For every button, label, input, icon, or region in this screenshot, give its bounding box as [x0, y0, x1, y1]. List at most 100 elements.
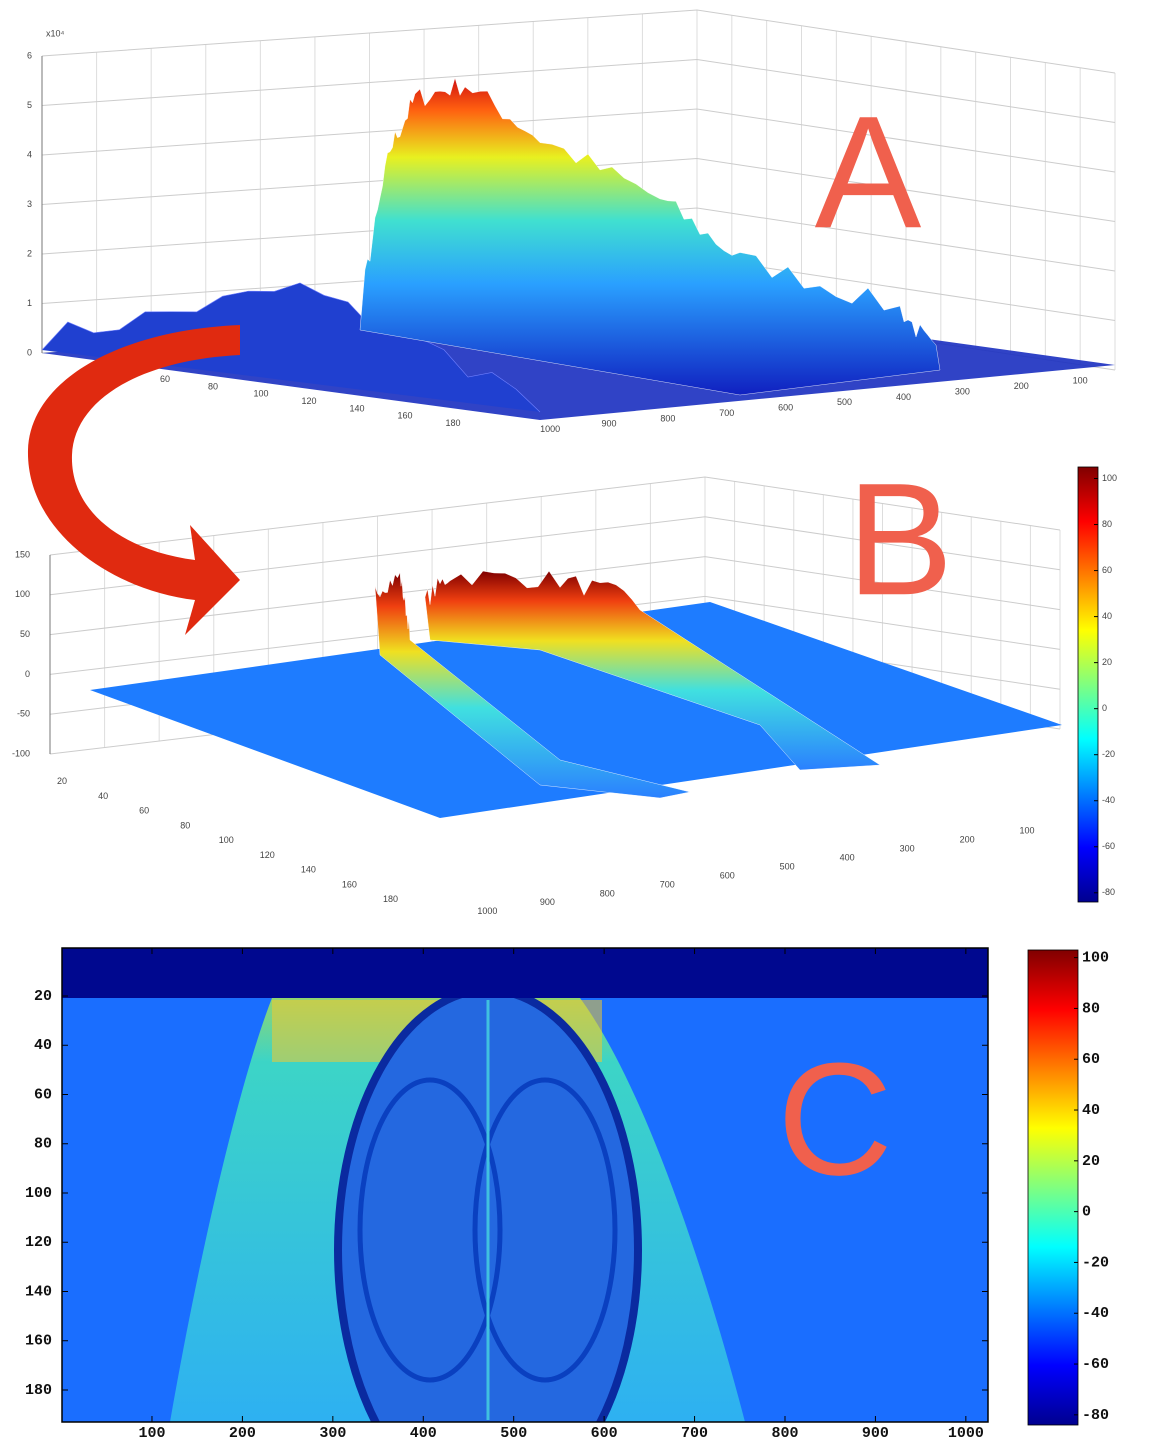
arrow [27, 325, 240, 635]
grid-line [41, 108, 1116, 173]
tick-label: 20 [57, 776, 67, 786]
grid-line [41, 58, 1116, 123]
tick-label: 180 [445, 418, 460, 428]
tick-label: 60 [139, 806, 149, 816]
tick-label: 300 [900, 843, 915, 853]
surface-hump [359, 77, 941, 396]
tick-label: 180 [383, 894, 398, 904]
tick-label: 60 [160, 374, 170, 384]
tick-label: 700 [660, 879, 675, 889]
tick-label: 200 [1014, 381, 1029, 391]
y-tick-label: 20 [34, 988, 52, 1005]
z-tick-label: 0 [27, 347, 32, 357]
colorbar-tick-label: 60 [1102, 565, 1112, 575]
y-tick-label: 140 [25, 1283, 52, 1300]
z-tick-label: 1 [27, 298, 32, 308]
x-tick-label: 800 [771, 1425, 798, 1442]
panel-label: C [777, 1029, 893, 1208]
heatmap-region [62, 948, 988, 998]
colorbar-tick-label: -60 [1082, 1356, 1109, 1373]
colorbar-tick-label: -20 [1082, 1254, 1109, 1271]
x-tick-label: 700 [681, 1425, 708, 1442]
z-tick-label: -100 [12, 748, 30, 758]
panel-b: -100 -50 0 50 100 150 20 40 60 80 100 120 140 160 180 1… [12, 449, 1117, 916]
panel-c: 100 200 300 400 500 600 700 800 900 1000204060801… [25, 947, 1109, 1442]
z-multiplier: x10⁴ [46, 28, 65, 38]
colorbar-tick-label: -80 [1102, 887, 1115, 897]
tick-label: 600 [720, 870, 735, 880]
colorbar [1077, 466, 1099, 903]
tick-label: 120 [301, 396, 316, 406]
tick-label: 80 [180, 820, 190, 830]
tick-label: 500 [780, 861, 795, 871]
tick-label: 160 [342, 879, 357, 889]
tick-label: 1000 [540, 424, 560, 434]
colorbar-tick-label: 20 [1082, 1153, 1100, 1170]
colorbar-tick-label: 100 [1102, 473, 1117, 483]
heatmap-region [357, 1077, 503, 1383]
z-tick-label: 100 [15, 589, 30, 599]
colorbar-tick-label: 40 [1082, 1102, 1100, 1119]
colorbar-tick-label: 20 [1102, 657, 1112, 667]
tick-label: 40 [98, 791, 108, 801]
z-tick-label: 50 [20, 629, 30, 639]
y-tick-label: 160 [25, 1333, 52, 1350]
tick-label: 900 [602, 419, 617, 429]
colorbar-tick-label: -20 [1102, 749, 1115, 759]
tick-label: 400 [840, 852, 855, 862]
y-tick-label: 100 [25, 1185, 52, 1202]
tick-label: 800 [660, 413, 675, 423]
y-tick-label: 60 [34, 1086, 52, 1103]
z-tick-label: 150 [15, 549, 30, 559]
tick-label: 300 [955, 386, 970, 396]
tick-label: 100 [1020, 825, 1035, 835]
tick-label: 1000 [477, 906, 497, 916]
tick-label: 400 [896, 392, 911, 402]
grid-line [41, 9, 1116, 74]
panel-label: B [847, 449, 954, 628]
z-tick-label: 0 [25, 669, 30, 679]
tick-label: 160 [397, 411, 412, 421]
x-tick-label: 100 [138, 1425, 165, 1442]
surface-ridge [424, 570, 881, 771]
tick-label: 100 [219, 835, 234, 845]
tick-label: 700 [719, 408, 734, 418]
colorbar-tick-label: 40 [1102, 611, 1112, 621]
y-tick-label: 80 [34, 1136, 52, 1153]
surface-floor [90, 602, 1062, 818]
tick-label: 100 [1073, 376, 1088, 386]
colorbar-tick-label: -40 [1102, 795, 1115, 805]
tick-label: 120 [260, 850, 275, 860]
y-tick-label: 180 [25, 1382, 52, 1399]
x-tick-label: 500 [500, 1425, 527, 1442]
tick-label: 140 [349, 403, 364, 413]
x-tick-label: 200 [229, 1425, 256, 1442]
grid-line [49, 476, 1061, 556]
tick-label: 900 [540, 897, 555, 907]
colorbar-tick-label: 0 [1082, 1204, 1091, 1221]
panel-label: A [815, 82, 922, 261]
panel-a: 0 1 2 3 4 5 6 x10⁴ 60 80 100 120 140 160 180 1000 900 800… [27, 9, 1116, 434]
z-tick-label: 6 [27, 50, 32, 60]
z-tick-label: 4 [27, 149, 32, 159]
x-tick-label: 400 [410, 1425, 437, 1442]
grid-line [49, 595, 1061, 675]
colorbar-tick-label: 80 [1082, 1000, 1100, 1017]
colorbar-tick-label: -40 [1082, 1305, 1109, 1322]
surface-texture [41, 282, 541, 413]
colorbar-tick-label: -80 [1082, 1407, 1109, 1424]
x-tick-label: 1000 [948, 1425, 984, 1442]
tick-label: 80 [208, 381, 218, 391]
x-tick-label: 300 [319, 1425, 346, 1442]
tick-label: 200 [960, 834, 975, 844]
colorbar-tick-label: 80 [1102, 519, 1112, 529]
colorbar-tick-label: 100 [1082, 950, 1109, 967]
colorbar-tick-label: 0 [1102, 703, 1107, 713]
z-tick-label: 5 [27, 100, 32, 110]
x-tick-label: 600 [591, 1425, 618, 1442]
tick-label: 140 [301, 865, 316, 875]
y-tick-label: 40 [34, 1037, 52, 1054]
plot-frame [61, 947, 989, 1423]
tick-label: 800 [600, 888, 615, 898]
tick-label: 500 [837, 397, 852, 407]
